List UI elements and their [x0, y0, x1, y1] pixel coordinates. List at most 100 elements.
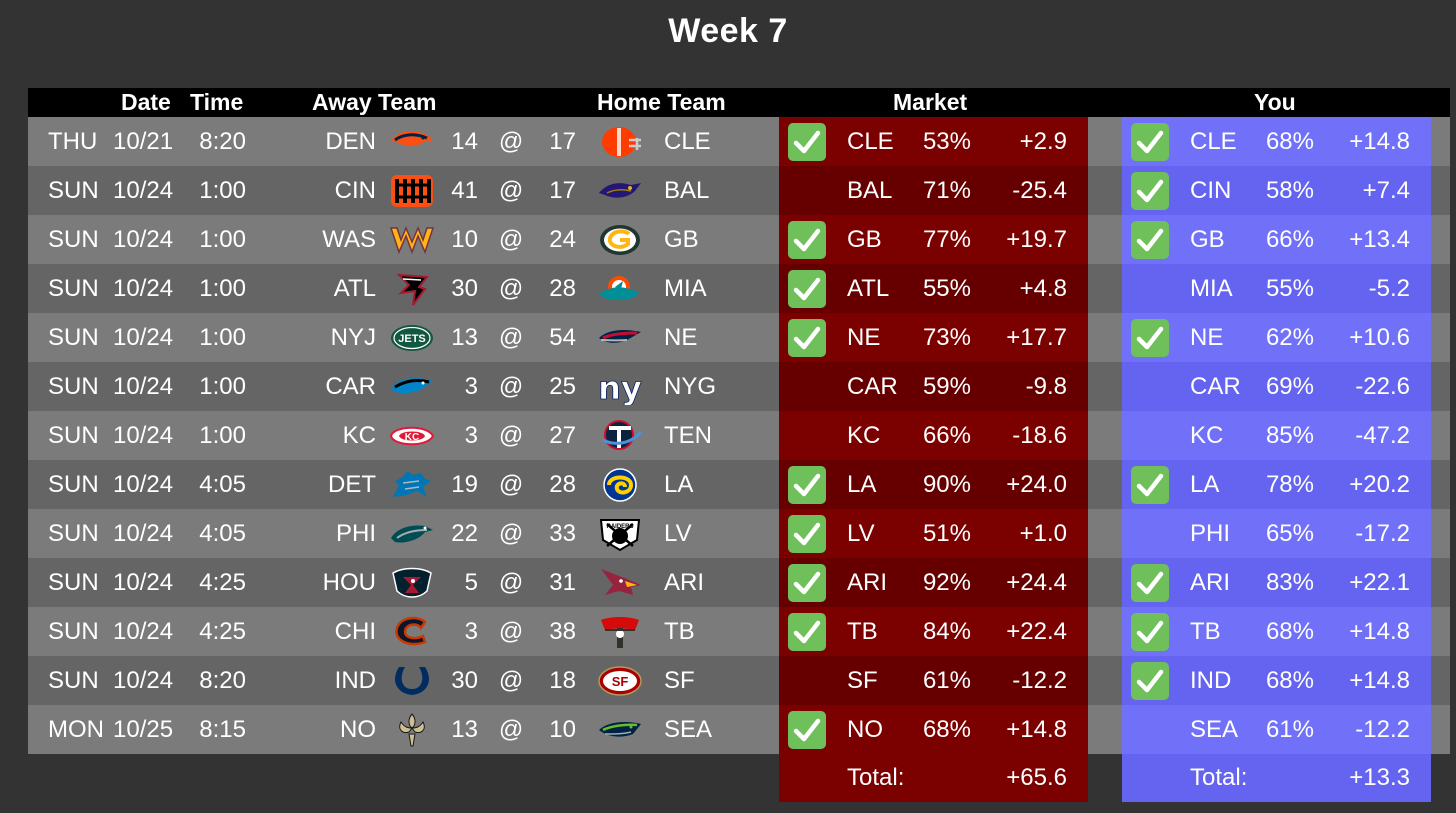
game-day: SUN: [48, 373, 99, 400]
market-points: -9.8: [1025, 373, 1067, 400]
market-check-icon: [788, 515, 826, 553]
svg-text:KC: KC: [405, 432, 419, 443]
market-pct: 66%: [922, 422, 971, 449]
you-pct: 61%: [1265, 716, 1314, 743]
you-total-label: Total:: [1190, 764, 1248, 791]
home-team-abbr: TEN: [664, 422, 712, 449]
you-points: +22.1: [1349, 569, 1410, 596]
game-day: SUN: [48, 520, 99, 547]
away-team-abbr: CAR: [325, 373, 376, 400]
game-day: SUN: [48, 667, 99, 694]
market-pct: 68%: [922, 716, 971, 743]
you-points: -22.6: [1355, 373, 1410, 400]
game-time: 1:00: [199, 324, 246, 351]
you-pick: MIA 55% -5.2: [1122, 264, 1431, 313]
market-team: ARI: [847, 569, 888, 596]
home-score: 17: [549, 128, 576, 155]
game-date: 10/24: [113, 373, 174, 400]
you-pick: ARI 83% +22.1: [1122, 558, 1431, 607]
raiders-logo-icon: RAIDERS: [597, 516, 643, 552]
at-symbol: @: [498, 275, 524, 302]
you-points: +7.4: [1362, 177, 1410, 204]
you-check-icon: [1131, 662, 1169, 700]
you-pct: 68%: [1265, 618, 1314, 645]
game-time: 1:00: [199, 275, 246, 302]
market-team: LA: [847, 471, 877, 498]
you-pick: CLE 68% +14.8: [1122, 117, 1431, 166]
you-points: +10.6: [1349, 324, 1410, 351]
market-total-label: Total:: [847, 764, 905, 791]
you-team: KC: [1190, 422, 1224, 449]
market-points: -25.4: [1012, 177, 1067, 204]
you-points: -12.2: [1355, 716, 1410, 743]
market-points: -18.6: [1012, 422, 1067, 449]
you-pct: 85%: [1265, 422, 1314, 449]
market-pick: CAR 59% -9.8: [779, 362, 1088, 411]
you-pct: 83%: [1265, 569, 1314, 596]
market-pct: 71%: [922, 177, 971, 204]
home-score: 25: [549, 373, 576, 400]
market-points: +4.8: [1019, 275, 1067, 302]
market-pct: 77%: [922, 226, 971, 253]
giants-logo-icon: ny: [597, 369, 643, 408]
table-header: Date Time Away Team Home Team Market You: [28, 88, 1450, 117]
patriots-logo-icon: [597, 320, 643, 356]
market-check-icon: [788, 270, 826, 308]
home-team-abbr: NYG: [664, 373, 717, 400]
you-check-icon: [1131, 221, 1169, 259]
table-row: THU 10/21 8:20 DEN 14 @ 17 CLE CLE 53% +…: [28, 117, 1450, 166]
you-check-icon: [1131, 172, 1169, 210]
you-pct: 68%: [1265, 128, 1314, 155]
away-score: 13: [451, 324, 478, 351]
market-check-icon: [788, 564, 826, 602]
table-row: SUN 10/24 8:20 IND 30 @ 18 SF SF SF 61% …: [28, 656, 1450, 705]
you-pick: IND 68% +14.8: [1122, 656, 1431, 705]
titans-logo-icon: [597, 418, 643, 454]
at-symbol: @: [498, 177, 524, 204]
you-team: CIN: [1190, 177, 1232, 204]
away-team-abbr: NYJ: [330, 324, 376, 351]
home-score: 17: [549, 177, 576, 204]
market-check-icon: [788, 319, 826, 357]
away-score: 30: [451, 275, 478, 302]
header-market: Market: [893, 89, 968, 115]
at-symbol: @: [498, 618, 524, 645]
market-pct: 92%: [922, 569, 971, 596]
at-symbol: @: [498, 716, 524, 743]
header-time: Time: [190, 89, 244, 115]
game-day: SUN: [48, 618, 99, 645]
game-date: 10/24: [113, 324, 174, 351]
home-score: 54: [549, 324, 576, 351]
panthers-logo-icon: [389, 369, 435, 405]
bengals-logo-icon: [389, 173, 435, 209]
browns-logo-icon: [597, 124, 643, 160]
market-team: GB: [847, 226, 882, 253]
table-row: MON 10/25 8:15 NO 13 @ 10 SEA NO 68% +14…: [28, 705, 1450, 754]
game-date: 10/24: [113, 177, 174, 204]
away-score: 10: [451, 226, 478, 253]
home-score: 28: [549, 275, 576, 302]
home-score: 10: [549, 716, 576, 743]
you-pick: TB 68% +14.8: [1122, 607, 1431, 656]
you-pct: 68%: [1265, 667, 1314, 694]
at-symbol: @: [498, 128, 524, 155]
game-date: 10/24: [113, 226, 174, 253]
market-check-icon: [788, 123, 826, 161]
game-time: 1:00: [199, 373, 246, 400]
market-points: +22.4: [1006, 618, 1067, 645]
market-pick: NO 68% +14.8: [779, 705, 1088, 754]
market-points: +17.7: [1006, 324, 1067, 351]
at-symbol: @: [498, 569, 524, 596]
you-pick: CIN 58% +7.4: [1122, 166, 1431, 215]
game-day: SUN: [48, 471, 99, 498]
header-date: Date: [121, 89, 171, 115]
home-team-abbr: SF: [664, 667, 695, 694]
you-points: +13.4: [1349, 226, 1410, 253]
table-row: SUN 10/24 1:00 NYJ JETS 13 @ 54 NE NE 73…: [28, 313, 1450, 362]
you-check-icon: [1131, 123, 1169, 161]
you-team: TB: [1190, 618, 1221, 645]
market-pct: 61%: [922, 667, 971, 694]
market-pick: GB 77% +19.7: [779, 215, 1088, 264]
you-points: +14.8: [1349, 667, 1410, 694]
you-team: CAR: [1190, 373, 1241, 400]
